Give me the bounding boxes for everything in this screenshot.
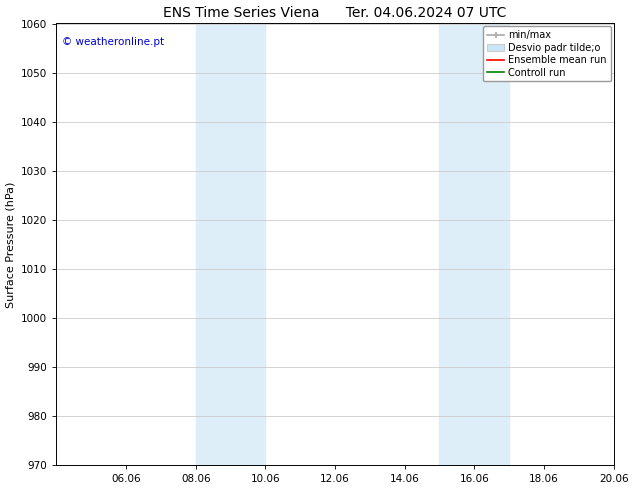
Legend: min/max, Desvio padr tilde;o, Ensemble mean run, Controll run: min/max, Desvio padr tilde;o, Ensemble m… xyxy=(483,26,611,81)
Y-axis label: Surface Pressure (hPa): Surface Pressure (hPa) xyxy=(6,181,16,308)
Title: ENS Time Series Viena      Ter. 04.06.2024 07 UTC: ENS Time Series Viena Ter. 04.06.2024 07… xyxy=(164,5,507,20)
Bar xyxy=(439,24,509,465)
Text: © weatheronline.pt: © weatheronline.pt xyxy=(62,37,164,47)
Bar xyxy=(196,24,266,465)
